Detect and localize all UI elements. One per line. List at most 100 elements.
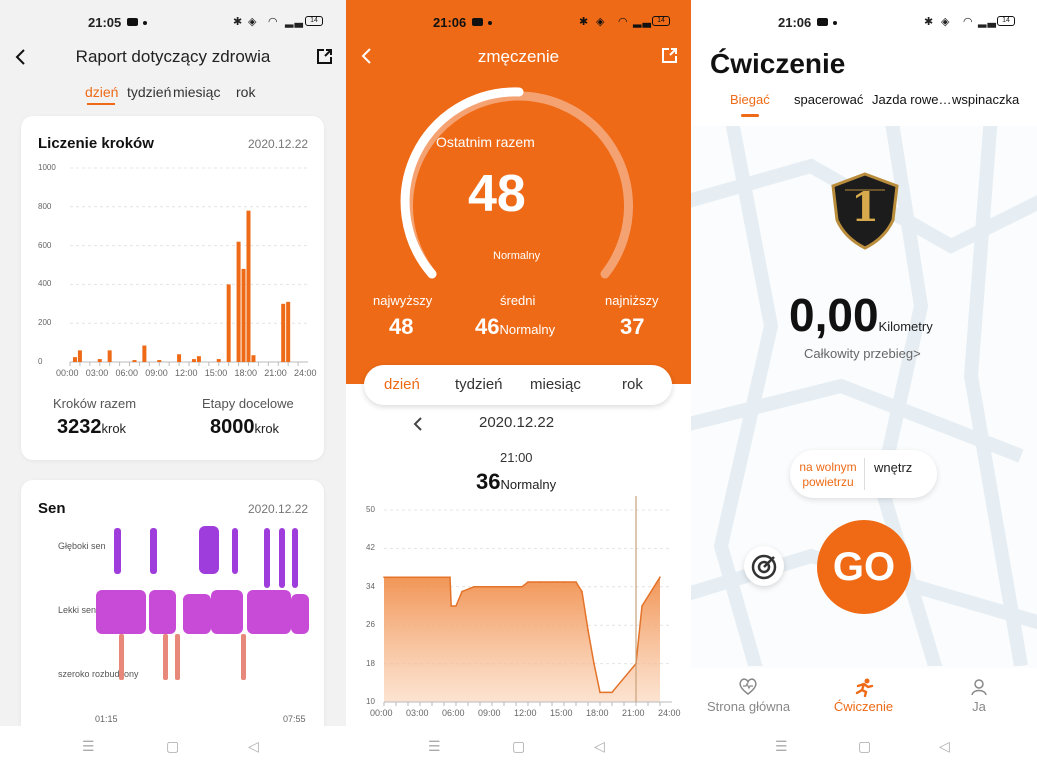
sleep-title: Sen	[38, 500, 66, 517]
steps-goal-label: Etapy docelowe	[202, 396, 294, 411]
back-icon[interactable]: ◁	[594, 738, 605, 754]
share-icon[interactable]	[660, 46, 679, 65]
youtube-icon	[472, 18, 483, 26]
share-icon[interactable]	[315, 47, 334, 66]
gauge-label: Ostatnim razem	[436, 134, 535, 150]
steps-title: Liczenie kroków	[38, 135, 154, 152]
exercise-screen: 21:06 ✱ ◈ ◠ ▂▃ 14 Ćwiczenie Biegać space…	[691, 0, 1037, 768]
steps-y-tick: 600	[38, 240, 52, 250]
fatigue-point	[581, 590, 583, 593]
tab-day[interactable]: dzień	[85, 84, 119, 100]
tab-bike[interactable]: Jazda rowe…	[872, 92, 952, 107]
steps-total: 3232krok	[57, 416, 126, 439]
lowest-value: 37	[620, 314, 645, 339]
steps-x-tick: 18:00	[234, 368, 258, 378]
fatigue-point	[455, 605, 457, 607]
home-icon[interactable]: ▢	[858, 738, 872, 754]
vibrate-icon: ◈	[248, 16, 258, 28]
deep-sleep-block	[264, 528, 270, 588]
steps-bar	[191, 359, 196, 362]
signal-icon: ▂▃	[978, 16, 997, 28]
deep-sleep-block	[292, 528, 298, 588]
tab-week[interactable]: tydzień	[127, 84, 172, 100]
nav-exercise[interactable]: Ćwiczenie	[806, 668, 921, 726]
steps-x-tick: 24:00	[294, 368, 317, 378]
toggle-outdoor[interactable]: na wolnym powietrzu	[799, 460, 857, 489]
fatigue-point	[563, 581, 565, 583]
heart-pulse-icon	[739, 678, 757, 695]
fatigue-y-tick: 34	[366, 581, 375, 591]
vibrate-icon: ◈	[596, 16, 606, 28]
steps-bar	[72, 357, 77, 362]
tab-run[interactable]: Biegać	[730, 92, 770, 107]
light-sleep-segments	[96, 590, 309, 634]
sleep-card[interactable]: Sen 2020.12.22 Głęboki sen Lekki sen sze…	[21, 480, 324, 742]
home-icon[interactable]: ▢	[512, 738, 526, 754]
distance: 0,00Kilometry	[789, 288, 933, 342]
notification-dot-icon	[143, 21, 147, 25]
battery-icon: 14	[652, 16, 670, 26]
gauge-value: 48	[468, 165, 526, 223]
medal-badge-icon[interactable]: 1	[829, 172, 901, 250]
selected-time: 21:00	[500, 450, 533, 465]
steps-bar	[107, 350, 112, 362]
target-goal-icon[interactable]	[744, 546, 784, 586]
fatigue-point	[599, 691, 601, 694]
awake-label: szeroko rozbudzony	[58, 669, 139, 679]
tab-climb[interactable]: wspinaczka	[952, 92, 1020, 107]
menu-icon[interactable]: ☰	[428, 738, 441, 754]
page-title: Ćwiczenie	[710, 48, 846, 79]
deep-sleep-block	[279, 528, 285, 588]
steps-card[interactable]: Liczenie kroków 2020.12.22 0 200 400 600 800…	[21, 116, 324, 460]
light-sleep-block	[96, 590, 146, 634]
tab-month[interactable]: miesiąc	[530, 376, 581, 393]
notification-dot-icon	[833, 21, 837, 25]
steps-bar	[241, 268, 246, 362]
fatigue-chart: 10 18 26 34 42 50 00:00 03:00 06:00 09:00 12:00 15:…	[346, 494, 691, 724]
battery-icon: 14	[997, 16, 1015, 26]
tab-year[interactable]: rok	[622, 376, 643, 393]
bottom-tab-bar: Strona główna Ćwiczenie Ja	[691, 668, 1037, 726]
steps-y-tick: 0	[38, 357, 43, 366]
total-mileage-link[interactable]: Całkowity przebieg>	[804, 346, 921, 361]
fatigue-area-fill	[384, 577, 660, 702]
menu-icon[interactable]: ☰	[82, 738, 95, 754]
fatigue-point	[539, 581, 541, 583]
tab-walk[interactable]: spacerować	[794, 92, 864, 107]
steps-chart: 0 200 400 600 800 1000 00:00 03:00 06:00 09:00 12:…	[38, 160, 317, 390]
tab-month[interactable]: miesiąc	[173, 84, 221, 100]
toggle-indoor[interactable]: wnętrz	[874, 460, 913, 475]
steps-y-tick: 1000	[38, 163, 56, 172]
distance-unit: Kilometry	[878, 319, 933, 334]
steps-y-tick: 200	[38, 318, 52, 328]
tab-day[interactable]: dzień	[384, 376, 420, 393]
back-icon[interactable]: ◁	[939, 738, 950, 754]
go-button[interactable]: GO	[817, 520, 911, 614]
tab-year[interactable]: rok	[236, 84, 256, 100]
steps-goal-value: 8000	[210, 416, 255, 438]
awake-segments	[119, 634, 246, 680]
steps-x-tick: 21:00	[264, 368, 287, 378]
back-arrow-icon[interactable]	[358, 47, 376, 65]
fatigue-x-tick: 03:00	[406, 708, 429, 718]
wifi-icon: ◠	[963, 16, 974, 28]
fatigue-point	[557, 581, 559, 583]
nav-me[interactable]: Ja	[921, 668, 1037, 726]
home-icon[interactable]: ▢	[166, 738, 180, 754]
prev-date-icon[interactable]	[412, 416, 424, 432]
steps-bar	[281, 303, 286, 362]
fatigue-x-tick: 06:00	[442, 708, 465, 718]
steps-bar	[226, 284, 231, 362]
fatigue-x-tick: 12:00	[514, 708, 537, 718]
steps-bar	[286, 301, 291, 362]
tab-week[interactable]: tydzień	[455, 376, 503, 393]
steps-goal: 8000krok	[210, 416, 279, 439]
menu-icon[interactable]: ☰	[775, 738, 788, 754]
fatigue-point	[473, 586, 475, 588]
steps-bar	[216, 359, 221, 362]
steps-x-tick: 12:00	[175, 368, 198, 378]
back-arrow-icon[interactable]	[12, 48, 30, 66]
nav-home[interactable]: Strona główna	[691, 668, 806, 726]
back-icon[interactable]: ◁	[248, 738, 259, 754]
page-title: zmęczenie	[477, 47, 560, 66]
